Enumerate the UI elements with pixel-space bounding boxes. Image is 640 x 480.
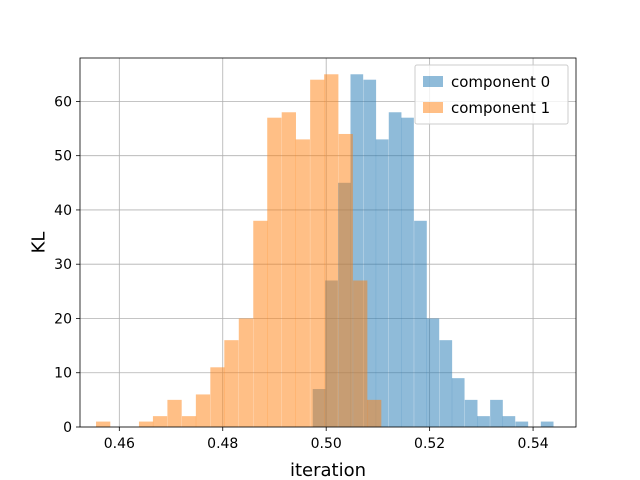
histogram-bar-component-1 bbox=[138, 421, 154, 427]
legend-box bbox=[414, 64, 569, 125]
histogram-bar-component-1 bbox=[238, 318, 254, 427]
histogram-bar-component-1 bbox=[167, 399, 182, 427]
x-tick-label: 0.48 bbox=[207, 436, 238, 452]
bars bbox=[96, 74, 554, 428]
histogram-bar-component-0 bbox=[375, 139, 389, 427]
histogram-bar-component-1 bbox=[195, 394, 211, 427]
histogram-bar-component-0 bbox=[426, 318, 440, 427]
y-tick-label: 0 bbox=[63, 420, 72, 436]
histogram-bar-component-0 bbox=[464, 399, 478, 427]
histogram-bar-component-1 bbox=[338, 133, 353, 427]
histogram-bar-component-1 bbox=[353, 280, 368, 427]
histogram-bar-component-1 bbox=[295, 139, 310, 427]
y-tick-label: 50 bbox=[54, 149, 72, 165]
x-axis-ticks: 0.46 0.48 0.50 0.52 0.54 bbox=[104, 427, 549, 452]
plot-frame bbox=[79, 57, 577, 428]
histogram-bar-component-0 bbox=[477, 416, 490, 427]
histogram-bar-component-1 bbox=[181, 416, 197, 427]
x-tick-label: 0.46 bbox=[104, 436, 135, 452]
histogram-bar-component-0 bbox=[388, 112, 402, 427]
y-tick-label: 40 bbox=[54, 203, 72, 219]
histogram-bar-component-1 bbox=[253, 220, 268, 427]
histogram-bar-component-0 bbox=[414, 220, 427, 427]
histogram-bar-component-0 bbox=[515, 421, 529, 427]
y-tick-label: 30 bbox=[54, 257, 72, 273]
histogram-bar-component-0 bbox=[439, 340, 453, 427]
histogram-bar-component-1 bbox=[267, 117, 282, 428]
legend-label-component-0: component 0 bbox=[451, 73, 550, 91]
histogram-bar-component-0 bbox=[401, 117, 414, 428]
legend: component 0 component 1 bbox=[414, 64, 569, 125]
histogram-bar-component-0 bbox=[451, 378, 465, 427]
y-tick-label: 60 bbox=[54, 94, 72, 110]
histogram-bar-component-1 bbox=[152, 416, 168, 427]
legend-swatch-component-0 bbox=[423, 76, 443, 87]
histogram-bar-component-0 bbox=[540, 421, 554, 427]
histogram-bar-component-1 bbox=[281, 112, 296, 427]
histogram-bar-component-0 bbox=[502, 416, 516, 427]
histogram-bar-component-1 bbox=[367, 399, 382, 427]
legend-label-component-1: component 1 bbox=[451, 99, 550, 117]
histogram-bar-component-1 bbox=[96, 421, 111, 427]
x-tick-label: 0.52 bbox=[414, 436, 445, 452]
y-axis-ticks: 0 10 20 30 40 50 60 bbox=[54, 94, 80, 436]
histogram-bar-component-1 bbox=[210, 367, 225, 427]
x-tick-label: 0.50 bbox=[311, 436, 342, 452]
legend-swatch-component-1 bbox=[423, 102, 443, 113]
histogram-bar-component-1 bbox=[310, 79, 325, 428]
histogram-bar-component-0 bbox=[490, 399, 503, 427]
histogram-bar-component-1 bbox=[224, 340, 239, 427]
x-tick-label: 0.54 bbox=[517, 436, 548, 452]
y-axis-label: KL bbox=[28, 232, 49, 254]
histogram-bar-component-1 bbox=[324, 74, 339, 427]
x-axis-label: iteration bbox=[290, 460, 366, 480]
y-tick-label: 20 bbox=[54, 311, 72, 327]
y-tick-label: 10 bbox=[54, 366, 72, 382]
